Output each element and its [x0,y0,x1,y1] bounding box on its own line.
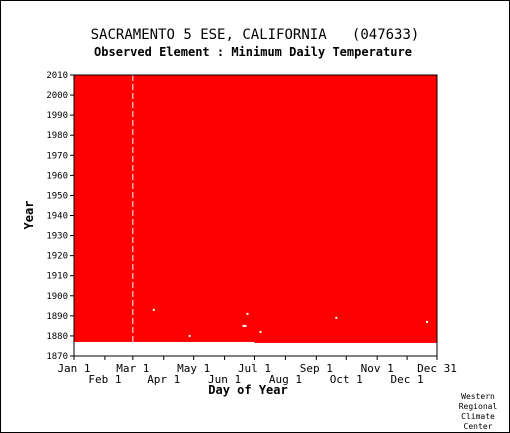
y-tick-label: 1970 [46,151,68,161]
y-tick-label: 1930 [46,232,68,242]
y-tick-label: 2010 [46,71,68,81]
credit-line: Center [464,422,493,431]
x-tick-label: Dec 31 [417,362,457,375]
y-tick-label: 1950 [46,191,68,201]
y-tick-label: 1910 [46,272,68,282]
x-tick-label: Apr 1 [147,373,180,386]
x-tick-label: Mar 1 [116,362,149,375]
y-tick-label: 1940 [46,212,68,222]
chart-title: SACRAMENTO 5 ESE, CALIFORNIA (047633) [91,27,420,43]
credit-line: Regional [459,402,498,411]
missing-data-point [426,320,429,323]
x-tick-label: Jun 1 [208,373,241,386]
missing-data-point [242,324,245,327]
x-tick-label: Nov 1 [361,362,394,375]
x-tick-label: May 1 [177,362,210,375]
y-axis: 1870 1880 1890 1900 1910 1920 1930 1940 1950 1960… [46,71,74,362]
missing-data-point [335,316,338,319]
missing-data-point [246,312,249,315]
x-tick-label: Sep 1 [300,362,333,375]
x-tick-label: Jan 1 [57,362,90,375]
y-tick-label: 1890 [46,312,68,322]
missing-data-point [152,308,155,311]
x-tick-label: Feb 1 [88,373,121,386]
y-tick-label: 1920 [46,252,68,262]
observed-data-block [74,75,255,342]
x-axis-label: Day of Year [208,383,287,397]
plot-area [73,74,438,357]
y-tick-label: 1990 [46,111,68,121]
missing-data-point [244,324,247,327]
x-tick-label: Oct 1 [330,373,363,386]
y-tick-label: 1900 [46,292,68,302]
x-axis: Jan 1 Mar 1 May 1 Jul 1 Sep 1 Nov 1 Dec 31 Feb … [57,356,457,386]
missing-data-point [188,334,191,337]
x-tick-label: Dec 1 [391,373,424,386]
x-tick-label: Aug 1 [269,373,302,386]
y-tick-label: 2000 [46,91,68,101]
y-tick-label: 1870 [46,352,68,362]
credit-line: Climate [461,412,495,421]
x-tick-label: Jul 1 [238,362,271,375]
y-tick-label: 1960 [46,171,68,181]
chart-subtitle: Observed Element : Minimum Daily Tempera… [94,45,412,59]
missing-data-point [259,330,262,333]
credit-line: Western [461,392,495,401]
y-tick-label: 1880 [46,332,68,342]
observed-data-block [254,75,437,343]
y-axis-label: Year [22,201,36,230]
y-tick-label: 1980 [46,131,68,141]
